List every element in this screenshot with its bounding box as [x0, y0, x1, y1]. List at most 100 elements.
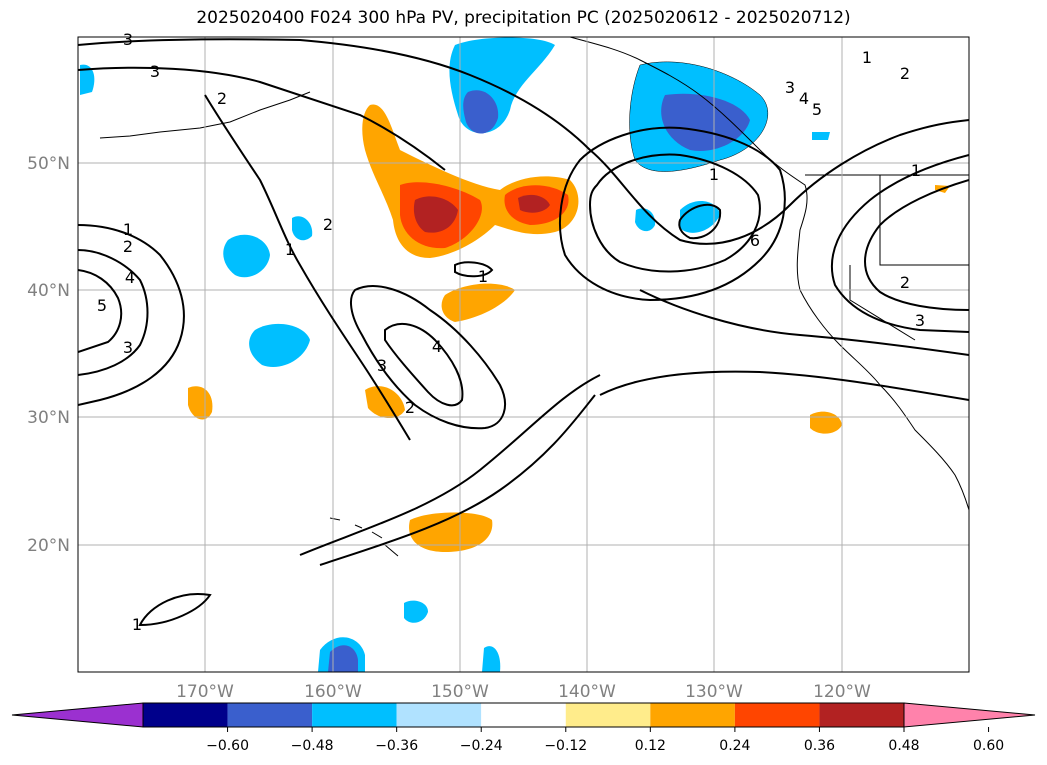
pv-label: 2	[217, 89, 227, 108]
colorbar-frame	[142, 702, 905, 728]
pv-label: 2	[123, 237, 133, 256]
precip-pos-d	[409, 512, 493, 552]
colorbar-tick-label: −0.12	[544, 738, 587, 754]
lon-label-140w: 140°W	[558, 682, 616, 702]
pv-label: 1	[285, 240, 295, 259]
colorbar-tick-label: 0.36	[804, 738, 835, 754]
precip-pos-east-core	[518, 194, 550, 213]
pv-label: 5	[97, 296, 107, 315]
lat-labels: 50°N 40°N 30°N 20°N	[27, 154, 70, 556]
pv-label: 1	[911, 161, 921, 180]
lon-labels: 170°W 160°W 150°W 140°W 130°W 120°W	[176, 682, 871, 702]
pv-label: 2	[900, 64, 910, 83]
pv-contour	[384, 322, 464, 407]
pv-contour	[864, 179, 969, 311]
coast-islands	[99, 91, 311, 139]
pv-label: 1	[123, 220, 133, 239]
colorbar-tick-label: 0.48	[888, 738, 919, 754]
pv-contours	[78, 38, 969, 627]
colorbar-segment	[650, 703, 735, 727]
precip-neg-south-core	[328, 645, 358, 672]
colorbar-tick-label: −0.24	[460, 738, 503, 754]
coastlines	[99, 37, 969, 557]
map-frame	[77, 36, 970, 673]
precip-neg-i	[812, 132, 830, 140]
pv-label: 4	[432, 337, 442, 356]
pv-label: 2	[323, 215, 333, 234]
pv-contour	[78, 224, 185, 406]
precip-neg-north-core	[463, 90, 499, 134]
colorbar-tick-label: −0.36	[375, 738, 418, 754]
lat-label-50n: 50°N	[27, 154, 70, 174]
colorbar-extend-low	[11, 702, 144, 728]
precip-neg-e	[80, 64, 95, 95]
lon-label-130w: 130°W	[685, 682, 743, 702]
pv-contour	[78, 66, 446, 171]
pv-contour	[78, 249, 149, 376]
colorbar-tick-label: 0.24	[719, 738, 750, 754]
pv-contour	[138, 593, 212, 627]
pv-contour	[588, 153, 761, 273]
pv-label: 2	[405, 398, 415, 417]
pv-contour	[319, 394, 596, 566]
colorbar-tick-label: −0.60	[206, 738, 249, 754]
pv-contour	[204, 94, 411, 441]
pv-label: 3	[915, 311, 925, 330]
pv-contour	[299, 374, 601, 556]
pv-label: 3	[123, 338, 133, 357]
pv-contour	[599, 370, 969, 401]
pv-label: 1	[862, 48, 872, 67]
precip-neg-b	[249, 323, 310, 368]
colorbar: −0.60 −0.48 −0.36 −0.24 −0.12 0.12 0.24 0.36 0.4…	[11, 702, 1036, 754]
colorbar-tick-label: 0.60	[973, 738, 1004, 754]
colorbar-tick-label: 0.12	[635, 738, 666, 754]
lon-label-170w: 170°W	[176, 682, 234, 702]
colorbar-segment	[312, 703, 397, 727]
lon-label-160w: 160°W	[304, 682, 362, 702]
lat-label-30n: 30°N	[27, 408, 70, 428]
precip-neg-g	[404, 600, 428, 623]
lon-label-150w: 150°W	[431, 682, 489, 702]
precip-pos-b	[365, 386, 405, 419]
precip-pos-main-core	[413, 196, 458, 233]
border-states	[849, 175, 969, 341]
pv-label: 3	[785, 78, 795, 97]
pv-contour-labels: 3 2 1 2 4 5 3 1 2 1 4 3 2 1 6 1 2 3 4 5 …	[97, 30, 925, 634]
lon-label-120w: 120°W	[813, 682, 871, 702]
colorbar-segment	[396, 703, 482, 727]
pv-label: 4	[799, 89, 809, 108]
pv-label: 2	[900, 273, 910, 292]
pv-contour	[559, 126, 786, 302]
pv-contour	[830, 154, 969, 333]
pv-label: 3	[123, 30, 133, 49]
pv-contour	[678, 203, 722, 240]
pv-contour	[78, 38, 969, 245]
coast-alaska	[569, 37, 969, 511]
colorbar-segment	[819, 703, 904, 727]
pv-label: 1	[132, 615, 142, 634]
colorbar-segment	[143, 703, 228, 727]
precip-shading	[80, 37, 950, 672]
colorbar-segment	[227, 703, 313, 727]
precip-pos-c	[188, 386, 213, 420]
pv-label: 1	[709, 165, 719, 184]
pv-contour	[639, 289, 969, 356]
pv-label: 4	[125, 268, 135, 287]
precip-neg-c	[680, 200, 720, 233]
coast-hawaii	[329, 517, 399, 557]
pv-contour	[349, 285, 506, 430]
colorbar-segment	[565, 703, 651, 727]
colorbar-segment	[481, 703, 566, 727]
colorbar-segment	[734, 703, 820, 727]
precip-pos-e	[810, 411, 842, 434]
pv-label: 6	[750, 231, 760, 250]
colorbar-tick-label: −0.48	[291, 738, 334, 754]
pv-label: 3	[150, 62, 160, 81]
gridlines	[78, 37, 969, 672]
pv-contour	[454, 261, 494, 278]
precip-neg-d	[635, 208, 656, 232]
pv-contour	[78, 269, 123, 353]
pv-label: 5	[812, 100, 822, 119]
precip-pos-a	[441, 283, 515, 322]
